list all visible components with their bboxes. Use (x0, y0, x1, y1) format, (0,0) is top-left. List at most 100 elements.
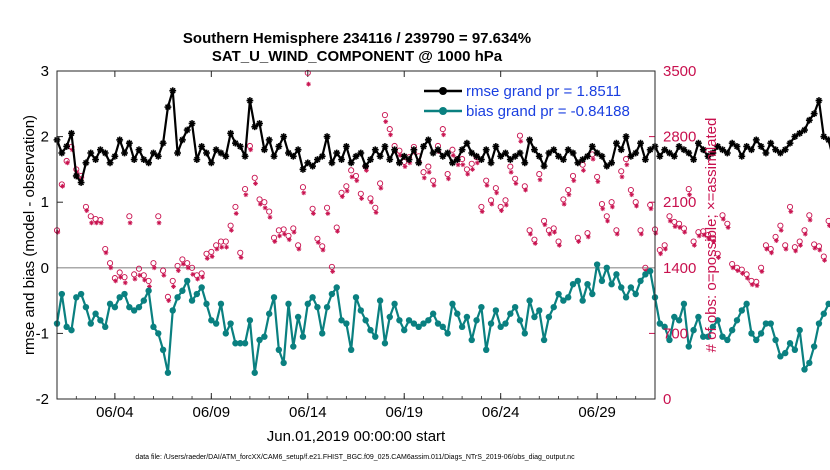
bias-point (478, 303, 485, 311)
obs-possible-marker (758, 264, 765, 271)
bias-point (357, 307, 365, 314)
bias-point (497, 323, 504, 331)
bias-point (622, 294, 630, 301)
rmse-point-stroke (762, 150, 769, 156)
rmse-point (704, 152, 712, 160)
obs-assimilated-marker (60, 183, 65, 189)
obs-assimilated-marker (142, 277, 147, 283)
rmse-point-stroke (377, 153, 384, 160)
rmse-point-stroke (613, 140, 620, 147)
rmse-point (68, 129, 75, 137)
bias-point (126, 303, 133, 311)
obs-assimilated-marker (716, 255, 721, 260)
rmse-point-stroke (381, 143, 388, 150)
legend-rmse-marker (439, 87, 447, 95)
obs-assimilated-marker (508, 169, 514, 175)
obs-assimilated-stroke (475, 160, 480, 165)
bias-point (92, 310, 99, 317)
obs-possible-marker (680, 225, 687, 232)
rmse-point (121, 149, 128, 157)
obs-assimilated-stroke (234, 211, 239, 216)
y-tick-label: -1 (36, 325, 49, 342)
rmse-point-stroke (473, 153, 480, 160)
obs-assimilated-marker (122, 280, 128, 286)
rmse-point (203, 149, 210, 157)
obs-assimilated-marker (503, 202, 509, 208)
rmse-point (256, 120, 263, 127)
rmse-point-stroke (656, 153, 663, 160)
rmse-point-stroke (271, 153, 277, 160)
obs-possible-marker (753, 278, 760, 285)
obs-assimilated-marker (691, 242, 697, 248)
x-tick-label: 06/19 (385, 404, 423, 421)
rmse-point-stroke (671, 153, 678, 160)
obs-assimilated-stroke (648, 206, 653, 211)
obs-assimilated-marker (826, 223, 830, 229)
rmse-point-stroke (184, 127, 191, 133)
obs-possible-marker (796, 238, 803, 245)
rmse-point (130, 156, 138, 163)
bias-point (786, 340, 794, 347)
rmse-point-stroke (584, 153, 591, 160)
obs-assimilated-stroke (441, 132, 446, 137)
obs-assimilated-marker (368, 199, 374, 205)
rmse-point-stroke (324, 133, 331, 140)
obs-possible-marker (256, 196, 263, 203)
obs-assimilated-marker (701, 232, 707, 238)
bias-point (425, 317, 432, 324)
obs-possible-marker (478, 203, 485, 210)
bias-point (319, 330, 326, 337)
obs-assimilated-marker (344, 188, 350, 194)
rmse-point-stroke (695, 140, 702, 147)
rmse-point (72, 172, 80, 180)
rmse-point-stroke (574, 159, 581, 166)
obs-assimilated-stroke (629, 192, 634, 197)
obs-assimilated-stroke (253, 181, 258, 186)
obs-possible-marker (377, 180, 384, 187)
rmse-point-stroke (579, 156, 586, 163)
rmse-point-stroke (430, 150, 437, 156)
y-tick-label: 1 (41, 194, 49, 211)
rmse-point (212, 146, 220, 154)
rmse-point (487, 159, 495, 167)
rmse-point-stroke (666, 150, 673, 156)
rmse-point (690, 156, 697, 163)
bias-point (719, 333, 726, 340)
rmse-point-stroke (709, 150, 716, 156)
obs-assimilated-stroke (84, 208, 89, 213)
obs-assimilated-marker (730, 265, 736, 271)
rmse-point-stroke (512, 153, 519, 160)
bias-point (328, 290, 336, 298)
obs-possible-marker (627, 186, 634, 194)
bias-point (569, 281, 577, 288)
obs-possible-marker (676, 220, 683, 227)
rmse-point-stroke (589, 143, 596, 150)
obs-assimilated-stroke (711, 239, 716, 244)
obs-assimilated-stroke (335, 229, 340, 234)
rmse-point (723, 149, 731, 157)
obs-possible-marker (724, 220, 731, 227)
obs-possible-marker (106, 260, 114, 267)
bias-point (77, 290, 85, 298)
obs-assimilated-marker (108, 265, 114, 271)
obs-assimilated-stroke (374, 210, 379, 215)
rmse-point (77, 179, 85, 186)
obs-possible-marker (299, 184, 307, 191)
obs-assimilated-marker (209, 254, 215, 259)
obs-assimilated-marker (431, 182, 437, 188)
obs-assimilated-marker (725, 225, 731, 230)
obs-assimilated-marker (233, 211, 239, 216)
rmse-point-stroke (488, 159, 494, 166)
rmse-point-stroke (637, 140, 644, 147)
obs-assimilated-stroke (682, 230, 687, 235)
bias-point (521, 330, 528, 337)
y2-tick-label: 2100 (663, 194, 696, 211)
rmse-point (101, 149, 109, 157)
rmse-point (473, 152, 480, 160)
obs-assimilated-stroke (716, 255, 721, 260)
bias-point (429, 310, 437, 317)
obs-possible-marker (304, 69, 311, 76)
obs-assimilated-marker (383, 119, 389, 125)
legend-bias-marker (439, 107, 447, 115)
obs-possible-marker (608, 199, 615, 206)
